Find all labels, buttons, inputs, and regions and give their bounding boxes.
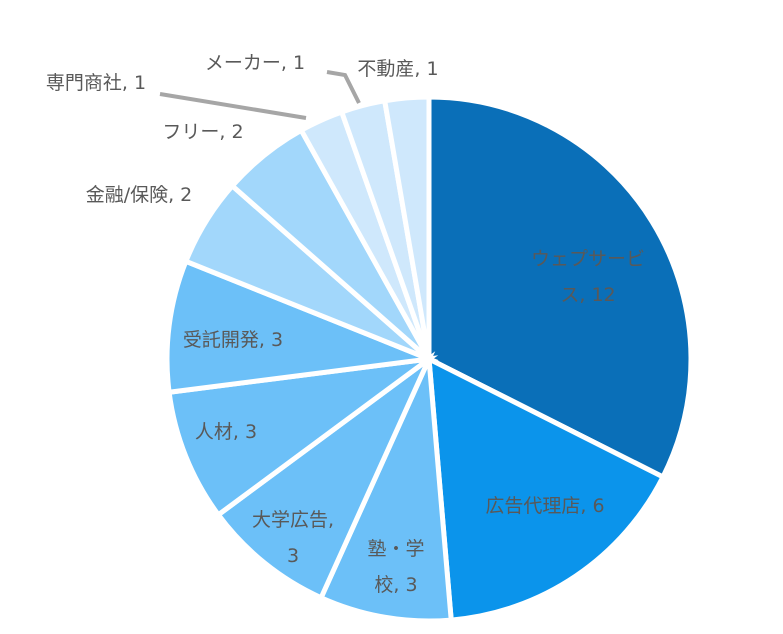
data-label: 専門商社, 1 — [46, 72, 146, 94]
data-labels: ウェプサービス, 12 広告代理店, 6 塾・学校, 3 大学広告, 3 人材, 3 受託開… — [46, 52, 645, 596]
pie-slice — [317, 349, 454, 624]
data-label: 金融/保険, 2 — [86, 184, 193, 206]
pie-slice — [214, 351, 436, 602]
data-label: フリー, 2 — [162, 121, 243, 143]
data-label: ウェプサービス, 12 — [531, 248, 645, 306]
leader-line — [326, 70, 361, 104]
pie-slice — [164, 258, 439, 396]
data-label: 大学広告, 3 — [252, 509, 334, 567]
data-label: 不動産, 1 — [357, 58, 438, 80]
pie-slices — [164, 94, 694, 624]
data-label: 人材, 3 — [195, 421, 257, 443]
pie-slice — [381, 94, 432, 360]
data-label: 塾・学校, 3 — [367, 538, 424, 596]
pie-slice — [426, 354, 667, 623]
data-label: 広告代理店, 6 — [485, 495, 604, 517]
data-label: メーカー, 1 — [205, 52, 305, 74]
leader-lines — [159, 70, 361, 120]
leader-line — [159, 92, 307, 120]
data-label: 受託開発, 3 — [183, 329, 283, 351]
pie-slice — [426, 94, 694, 481]
pie-slice — [166, 355, 439, 519]
